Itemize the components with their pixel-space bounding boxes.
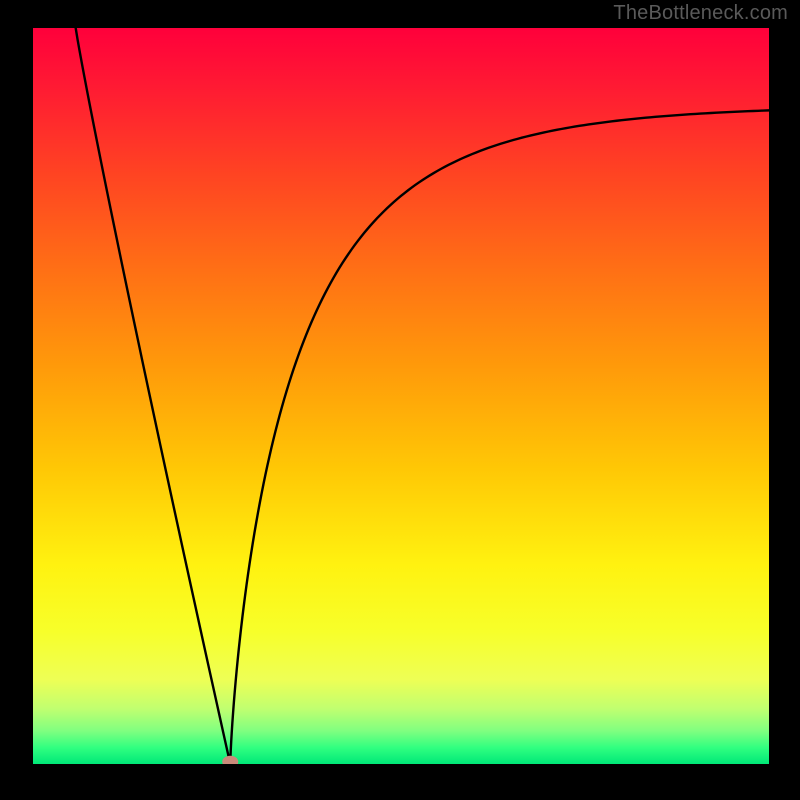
watermark-text: TheBottleneck.com	[613, 2, 788, 25]
plot-svg	[33, 28, 769, 764]
gradient-background	[33, 28, 769, 764]
plot-area	[33, 28, 769, 764]
chart-container: TheBottleneck.com	[0, 0, 800, 800]
